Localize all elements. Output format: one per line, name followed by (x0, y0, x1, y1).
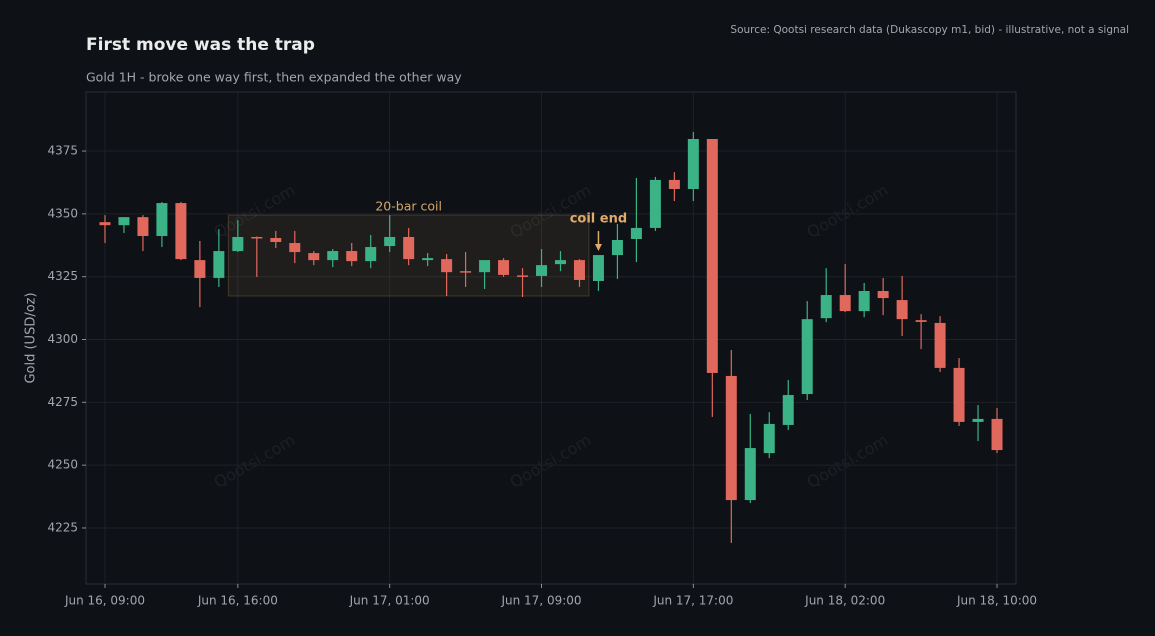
plot-area (85, 91, 1017, 585)
x-tick-label: Jun 17, 09:00 (500, 594, 581, 608)
candle-body (554, 260, 566, 265)
candle-body (346, 251, 358, 262)
candle-body (991, 418, 1003, 451)
candle-body (801, 319, 813, 395)
chart-subtitle: Gold 1H - broke one way first, then expa… (86, 70, 462, 85)
candle-body (118, 217, 130, 226)
x-tick-label: Jun 17, 17:00 (652, 594, 733, 608)
candle-body (744, 448, 756, 501)
source-note: Source: Qootsi research data (Dukascopy … (730, 24, 1129, 36)
x-tick-label: Jun 18, 10:00 (956, 594, 1037, 608)
candle-body (915, 320, 927, 322)
candle-body (308, 253, 320, 261)
y-tick-label: 4300 (47, 332, 78, 346)
candle-body (403, 236, 415, 260)
y-axis-label: Gold (USD/oz) (24, 292, 39, 383)
candle-body (384, 236, 396, 247)
candle-body (251, 236, 263, 239)
candle-body (763, 423, 775, 454)
candle-body (270, 237, 282, 243)
candle-body (725, 375, 737, 501)
candle-body (972, 418, 984, 422)
y-tick-label: 4225 (47, 520, 78, 534)
annotation-label: coil end (570, 212, 627, 227)
candle-body (156, 203, 168, 236)
x-tick-label: Jun 17, 01:00 (349, 594, 430, 608)
chart-title: First move was the trap (86, 35, 315, 55)
candle-body (213, 251, 225, 278)
candle-body (365, 247, 377, 262)
x-tick-label: Jun 18, 02:00 (804, 594, 885, 608)
candle-body (536, 265, 548, 276)
candle-body (630, 227, 642, 239)
y-tick-label: 4350 (47, 206, 78, 220)
candle-body (232, 236, 244, 252)
candle-body (839, 295, 851, 312)
candle-body (422, 258, 434, 261)
y-tick-label: 4375 (47, 144, 78, 158)
candle-body (99, 222, 111, 226)
candle-body (498, 260, 510, 275)
candle-body (687, 138, 699, 189)
x-tick-label: Jun 16, 09:00 (64, 594, 145, 608)
annotation-label: 20-bar coil (375, 199, 442, 214)
candle-body (706, 138, 718, 373)
candle-body (460, 271, 472, 273)
candle-body (517, 275, 529, 277)
y-tick-label: 4325 (47, 269, 78, 283)
candle-body (289, 243, 301, 253)
y-tick-label: 4250 (47, 458, 78, 472)
candle-body (953, 367, 965, 422)
candle-body (896, 300, 908, 320)
x-tick-label: Jun 16, 16:00 (197, 594, 278, 608)
candle-body (820, 295, 832, 319)
candle-body (668, 179, 680, 189)
candle-body (592, 255, 604, 281)
candle-body (649, 179, 661, 228)
candle-body (782, 395, 794, 425)
candle-body (934, 322, 946, 368)
candle-body (327, 251, 339, 261)
annotation-arrowhead (594, 244, 602, 252)
y-tick-label: 4275 (47, 395, 78, 409)
candle-body (479, 260, 491, 273)
candle-body (611, 240, 623, 256)
candle-body (137, 217, 149, 236)
candle-body (175, 203, 187, 260)
candle-body (858, 291, 870, 312)
candle-body (573, 260, 585, 280)
candle-body (194, 260, 206, 278)
candle-body (877, 291, 889, 299)
candle-body (441, 259, 453, 273)
